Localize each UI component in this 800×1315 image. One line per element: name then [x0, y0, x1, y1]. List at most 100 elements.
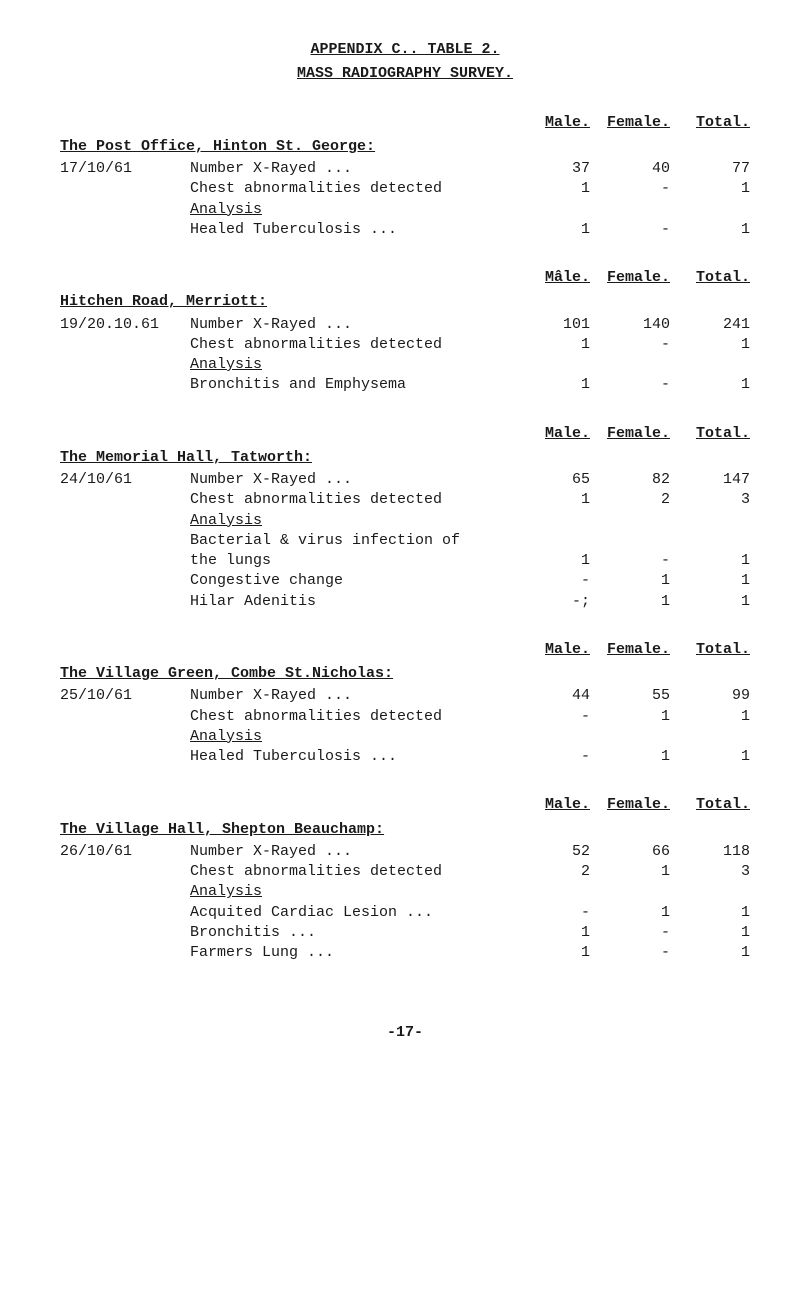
col-female: Female.	[590, 113, 670, 133]
col-female: Female.	[590, 268, 670, 288]
val-t: 1	[670, 551, 750, 571]
col-female: Female.	[590, 640, 670, 660]
val-f: 1	[590, 592, 670, 612]
val-m: 52	[510, 842, 590, 862]
col-female: Female.	[590, 424, 670, 444]
val-f: 1	[590, 903, 670, 923]
desc: Acquited Cardiac Lesion ...	[190, 903, 510, 923]
date: 24/10/61	[60, 470, 190, 490]
val-m: -	[510, 903, 590, 923]
val-m: -;	[510, 592, 590, 612]
val-t: 1	[670, 375, 750, 395]
section-village-hall: Male. Female. Total. The Village Hall, S…	[60, 795, 750, 963]
val-m: 1	[510, 179, 590, 199]
survey-title: MASS RADIOGRAPHY SURVEY.	[60, 64, 750, 84]
analysis-label: Analysis	[190, 512, 262, 529]
val-t: 147	[670, 470, 750, 490]
desc: Congestive change	[190, 571, 510, 591]
val-t: 1	[670, 707, 750, 727]
val-f: -	[590, 335, 670, 355]
val-f: -	[590, 551, 670, 571]
val-t: 118	[670, 842, 750, 862]
val-m: -	[510, 747, 590, 767]
val-t: 1	[670, 943, 750, 963]
val-t: 1	[670, 923, 750, 943]
desc: Bronchitis and Emphysema	[190, 375, 510, 395]
val-f: 140	[590, 315, 670, 335]
desc: Chest abnormalities detected	[190, 707, 510, 727]
val-m: 65	[510, 470, 590, 490]
val-m: 2	[510, 862, 590, 882]
val-m: 1	[510, 220, 590, 240]
val-t: 3	[670, 490, 750, 510]
appendix-title: APPENDIX C.. TABLE 2.	[60, 40, 750, 60]
val-t: 241	[670, 315, 750, 335]
val-m: -	[510, 571, 590, 591]
col-male: Male.	[510, 640, 590, 660]
col-male: Male.	[510, 795, 590, 815]
analysis-label: Analysis	[190, 201, 262, 218]
val-t: 1	[670, 179, 750, 199]
desc: the lungs	[190, 551, 510, 571]
desc: Number X-Rayed ...	[190, 159, 510, 179]
val-m: 44	[510, 686, 590, 706]
val-m: -	[510, 707, 590, 727]
desc: Bacterial & virus infection of	[190, 531, 510, 551]
val-t: 1	[670, 592, 750, 612]
section-heading: Hitchen Road, Merriott:	[60, 292, 750, 312]
val-t: 1	[670, 220, 750, 240]
val-f: 1	[590, 862, 670, 882]
val-m: 101	[510, 315, 590, 335]
desc: Bronchitis ...	[190, 923, 510, 943]
val-f: 1	[590, 747, 670, 767]
desc: Chest abnormalities detected	[190, 862, 510, 882]
val-f: -	[590, 375, 670, 395]
page-number: -17-	[60, 1023, 750, 1043]
val-t: 3	[670, 862, 750, 882]
val-f: 1	[590, 707, 670, 727]
col-total: Total.	[670, 640, 750, 660]
val-f: 55	[590, 686, 670, 706]
col-total: Total.	[670, 268, 750, 288]
desc: Number X-Rayed ...	[190, 470, 510, 490]
val-t: 99	[670, 686, 750, 706]
desc: Chest abnormalities detected	[190, 179, 510, 199]
analysis-label: Analysis	[190, 883, 262, 900]
val-m: 37	[510, 159, 590, 179]
desc: Healed Tuberculosis ...	[190, 747, 510, 767]
val-f: -	[590, 179, 670, 199]
val-f: 1	[590, 571, 670, 591]
desc: Number X-Rayed ...	[190, 686, 510, 706]
val-f: 66	[590, 842, 670, 862]
val-t: 77	[670, 159, 750, 179]
val-t: 1	[670, 335, 750, 355]
desc: Hilar Adenitis	[190, 592, 510, 612]
section-post-office: Male. Female. Total. The Post Office, Hi…	[60, 113, 750, 241]
val-t: 1	[670, 903, 750, 923]
date: 17/10/61	[60, 159, 190, 179]
section-memorial-hall: Male. Female. Total. The Memorial Hall, …	[60, 424, 750, 612]
val-m: 1	[510, 490, 590, 510]
col-male: Mâle.	[510, 268, 590, 288]
col-male: Male.	[510, 424, 590, 444]
col-male: Male.	[510, 113, 590, 133]
val-f: -	[590, 220, 670, 240]
desc: Farmers Lung ...	[190, 943, 510, 963]
val-m: 1	[510, 335, 590, 355]
val-m: 1	[510, 943, 590, 963]
section-heading: The Memorial Hall, Tatworth:	[60, 448, 750, 468]
desc: Chest abnormalities detected	[190, 490, 510, 510]
desc: Healed Tuberculosis ...	[190, 220, 510, 240]
val-t: 1	[670, 571, 750, 591]
analysis-label: Analysis	[190, 356, 262, 373]
desc: Number X-Rayed ...	[190, 842, 510, 862]
val-t: 1	[670, 747, 750, 767]
val-m: 1	[510, 375, 590, 395]
desc: Number X-Rayed ...	[190, 315, 510, 335]
val-f: 40	[590, 159, 670, 179]
val-f: 2	[590, 490, 670, 510]
col-total: Total.	[670, 113, 750, 133]
col-female: Female.	[590, 795, 670, 815]
date: 19/20.10.61	[60, 315, 190, 335]
date: 25/10/61	[60, 686, 190, 706]
